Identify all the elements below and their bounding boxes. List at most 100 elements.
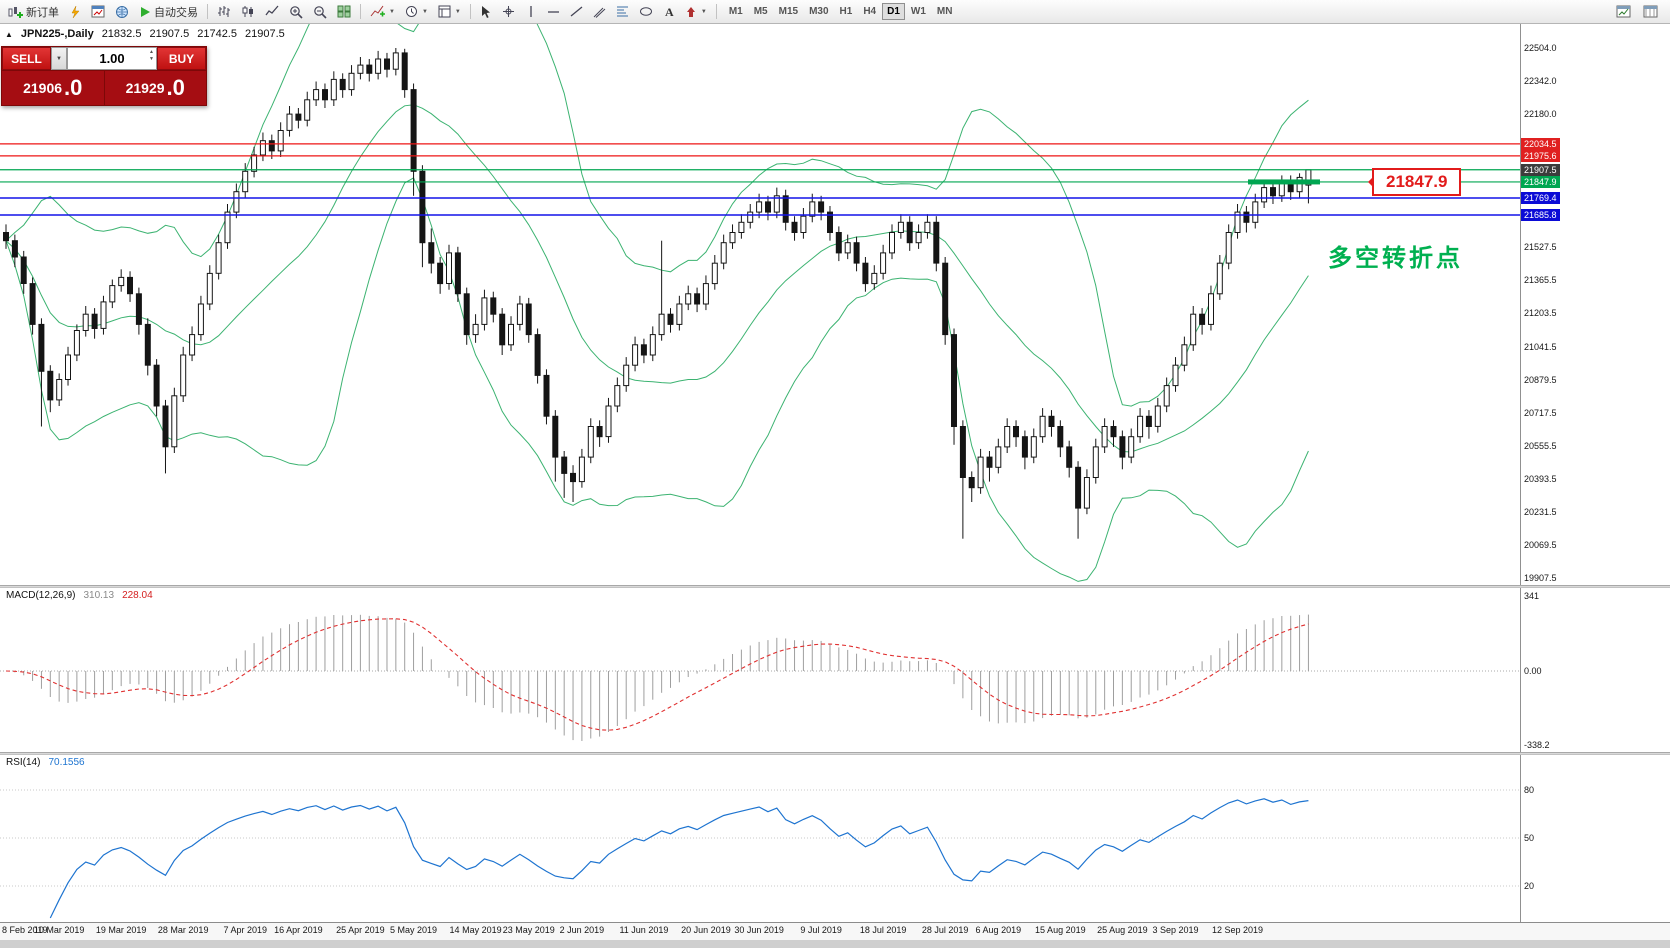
trendline-button[interactable] <box>566 2 587 22</box>
timeframe-m15[interactable]: M15 <box>778 6 799 17</box>
sell-price[interactable]: 21906 .0 <box>2 71 104 105</box>
periods-button[interactable]: ▼ <box>401 2 432 22</box>
cursor-button[interactable] <box>476 2 496 22</box>
volume-spinner[interactable]: ▲ ▼ <box>149 50 154 62</box>
horizontal-line-button[interactable] <box>543 2 564 22</box>
buy-price[interactable]: 21929 .0 <box>105 71 207 105</box>
sell-button[interactable]: SELL <box>2 47 51 70</box>
chart-window-icon <box>91 5 105 18</box>
crosshair-button[interactable] <box>498 2 519 22</box>
buy-button[interactable]: BUY <box>157 47 206 70</box>
volume-field[interactable]: 1.00 ▲ ▼ <box>67 47 157 70</box>
toolbar-separator <box>469 4 471 19</box>
candle-body <box>366 64 373 74</box>
macd-pane[interactable] <box>0 588 1670 751</box>
window-layout-button-2[interactable] <box>1639 2 1662 22</box>
candle-body <box>153 364 160 407</box>
candle-body <box>446 252 452 284</box>
open-value: 21832.5 <box>101 28 142 40</box>
candle-body <box>1261 187 1268 203</box>
candle-body <box>135 293 142 325</box>
auto-trading-button[interactable]: 自动交易 <box>135 2 202 22</box>
candle-body <box>897 221 904 234</box>
lightning-button[interactable] <box>65 2 85 22</box>
timeframe-w1[interactable]: W1 <box>910 6 926 17</box>
price-axis-border[interactable] <box>1520 24 1521 922</box>
tile-windows-icon <box>337 5 351 18</box>
channel-button[interactable] <box>589 2 610 22</box>
order-options-dropdown[interactable]: ▼ <box>51 47 67 70</box>
candle-body <box>1004 426 1011 448</box>
candle-body <box>499 313 506 346</box>
candle-body <box>827 211 833 234</box>
timeframe-m5[interactable]: M5 <box>753 6 768 17</box>
candle-body <box>986 456 993 468</box>
timeframe-mn[interactable]: MN <box>936 6 953 17</box>
candle-body <box>11 240 18 258</box>
window-layout-button-1[interactable] <box>1612 2 1635 22</box>
highlighted-line-segment[interactable] <box>1248 179 1320 185</box>
chart-window-button[interactable] <box>87 2 109 22</box>
candle-body <box>224 211 231 244</box>
candle-body <box>437 262 444 285</box>
rsi-pane[interactable] <box>0 755 1670 921</box>
candle-body <box>1181 344 1188 366</box>
timeframe-h4[interactable]: H4 <box>863 6 877 17</box>
pane-splitter[interactable] <box>0 752 1670 755</box>
line-chart-button[interactable] <box>261 2 283 22</box>
candle-body <box>1128 436 1135 458</box>
clock-icon <box>405 6 417 17</box>
candle-body <box>1021 436 1028 458</box>
candle-body <box>809 201 816 217</box>
high-value: 21907.5 <box>149 28 190 40</box>
buy-price-frac: .0 <box>166 75 185 100</box>
candle-body <box>1163 385 1170 407</box>
shapes-button[interactable] <box>635 2 657 22</box>
toolbar-separator <box>207 4 208 19</box>
candle-body <box>197 303 204 336</box>
candle-body <box>623 364 630 387</box>
arrows-button[interactable]: ▼ <box>681 2 711 22</box>
pane-splitter[interactable] <box>0 585 1670 588</box>
candle-body <box>1225 232 1232 264</box>
price-callout[interactable]: 21847.9 <box>1368 168 1462 197</box>
lightning-icon <box>71 5 80 18</box>
templates-button[interactable]: ▼ <box>434 2 465 22</box>
candlestick-chart-button[interactable] <box>237 2 259 22</box>
timeframe-m1[interactable]: M1 <box>728 6 743 17</box>
trade-panel-controls: SELL ▼ 1.00 ▲ ▼ BUY <box>2 47 206 70</box>
candle-body <box>118 276 125 287</box>
toolbar: 新订单 自动交易 ▼ ▼ ▼ <box>0 0 1670 24</box>
fibonacci-button[interactable] <box>612 2 633 22</box>
bar-chart-button[interactable] <box>213 2 235 22</box>
new-order-button[interactable]: 新订单 <box>4 2 63 22</box>
zoom-out-button[interactable] <box>309 2 331 22</box>
vertical-line-button[interactable] <box>521 2 541 22</box>
main-chart[interactable] <box>0 24 1670 585</box>
date-axis[interactable] <box>0 922 1670 940</box>
globe-icon <box>116 5 128 18</box>
candle-body <box>1119 436 1126 458</box>
timeframe-h1[interactable]: H1 <box>839 6 853 17</box>
candle-body <box>605 405 612 438</box>
candle-body <box>481 297 488 325</box>
tile-windows-button[interactable] <box>333 2 355 22</box>
timeframe-d1[interactable]: D1 <box>882 3 905 20</box>
candle-body <box>534 334 541 376</box>
candle-body <box>73 330 80 356</box>
candle-body <box>1296 176 1303 193</box>
text-button[interactable]: A <box>659 2 679 22</box>
zoom-in-button[interactable] <box>285 2 307 22</box>
ellipse-icon <box>639 7 652 16</box>
candle-body <box>844 242 851 254</box>
candle-body <box>1172 364 1179 387</box>
indicators-button[interactable]: ▼ <box>366 2 399 22</box>
candle-body <box>791 221 798 234</box>
candle-body <box>268 140 275 152</box>
candle-body <box>747 211 754 223</box>
candle-body <box>756 201 763 213</box>
timeframe-m30[interactable]: M30 <box>809 6 829 17</box>
chevron-down-icon: ▼ <box>700 8 707 15</box>
candle-body <box>56 379 63 401</box>
globe-button[interactable] <box>111 2 133 22</box>
